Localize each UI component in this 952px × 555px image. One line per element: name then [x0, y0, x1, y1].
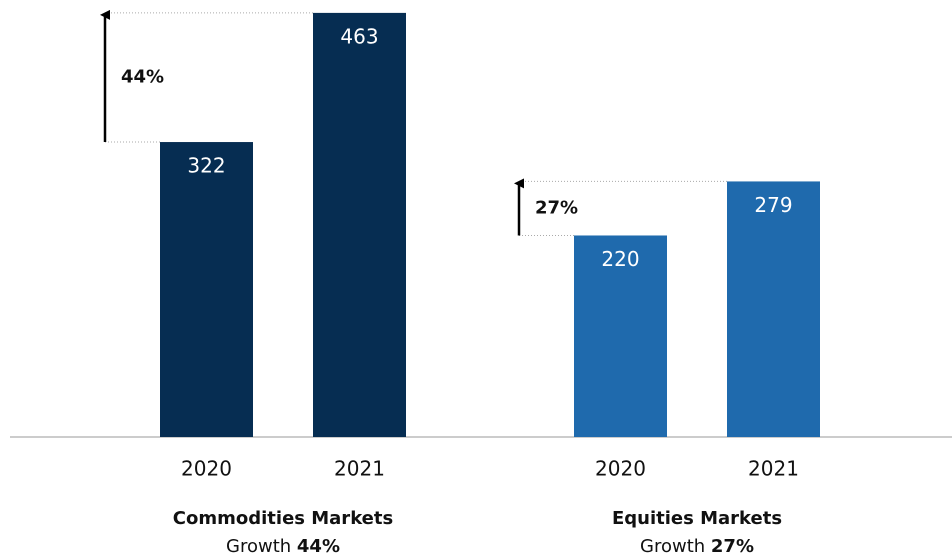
group-name: Commodities Markets: [173, 508, 393, 529]
bar: [574, 235, 667, 437]
data-label: 220: [601, 247, 639, 271]
growth-word: Growth: [226, 536, 291, 555]
growth-text: Growth 44%: [226, 536, 340, 555]
data-label: 322: [187, 154, 225, 178]
x-tick-label: 2020: [595, 457, 646, 481]
growth-value: 44%: [297, 536, 340, 555]
growth-word: Growth: [640, 536, 705, 555]
growth-value: 27%: [711, 536, 754, 555]
growth-annotation: 27%: [535, 197, 578, 218]
group-name: Equities Markets: [612, 508, 782, 529]
x-tick-label: 2021: [334, 457, 385, 481]
growth-annotation: 44%: [121, 66, 164, 87]
data-label: 279: [754, 193, 792, 217]
x-tick-label: 2021: [748, 457, 799, 481]
bar: [160, 142, 253, 437]
bar: [313, 12, 406, 438]
x-tick-label: 2020: [181, 457, 232, 481]
data-label: 463: [340, 24, 378, 48]
growth-text: Growth 27%: [640, 536, 754, 555]
bar: [727, 181, 820, 437]
